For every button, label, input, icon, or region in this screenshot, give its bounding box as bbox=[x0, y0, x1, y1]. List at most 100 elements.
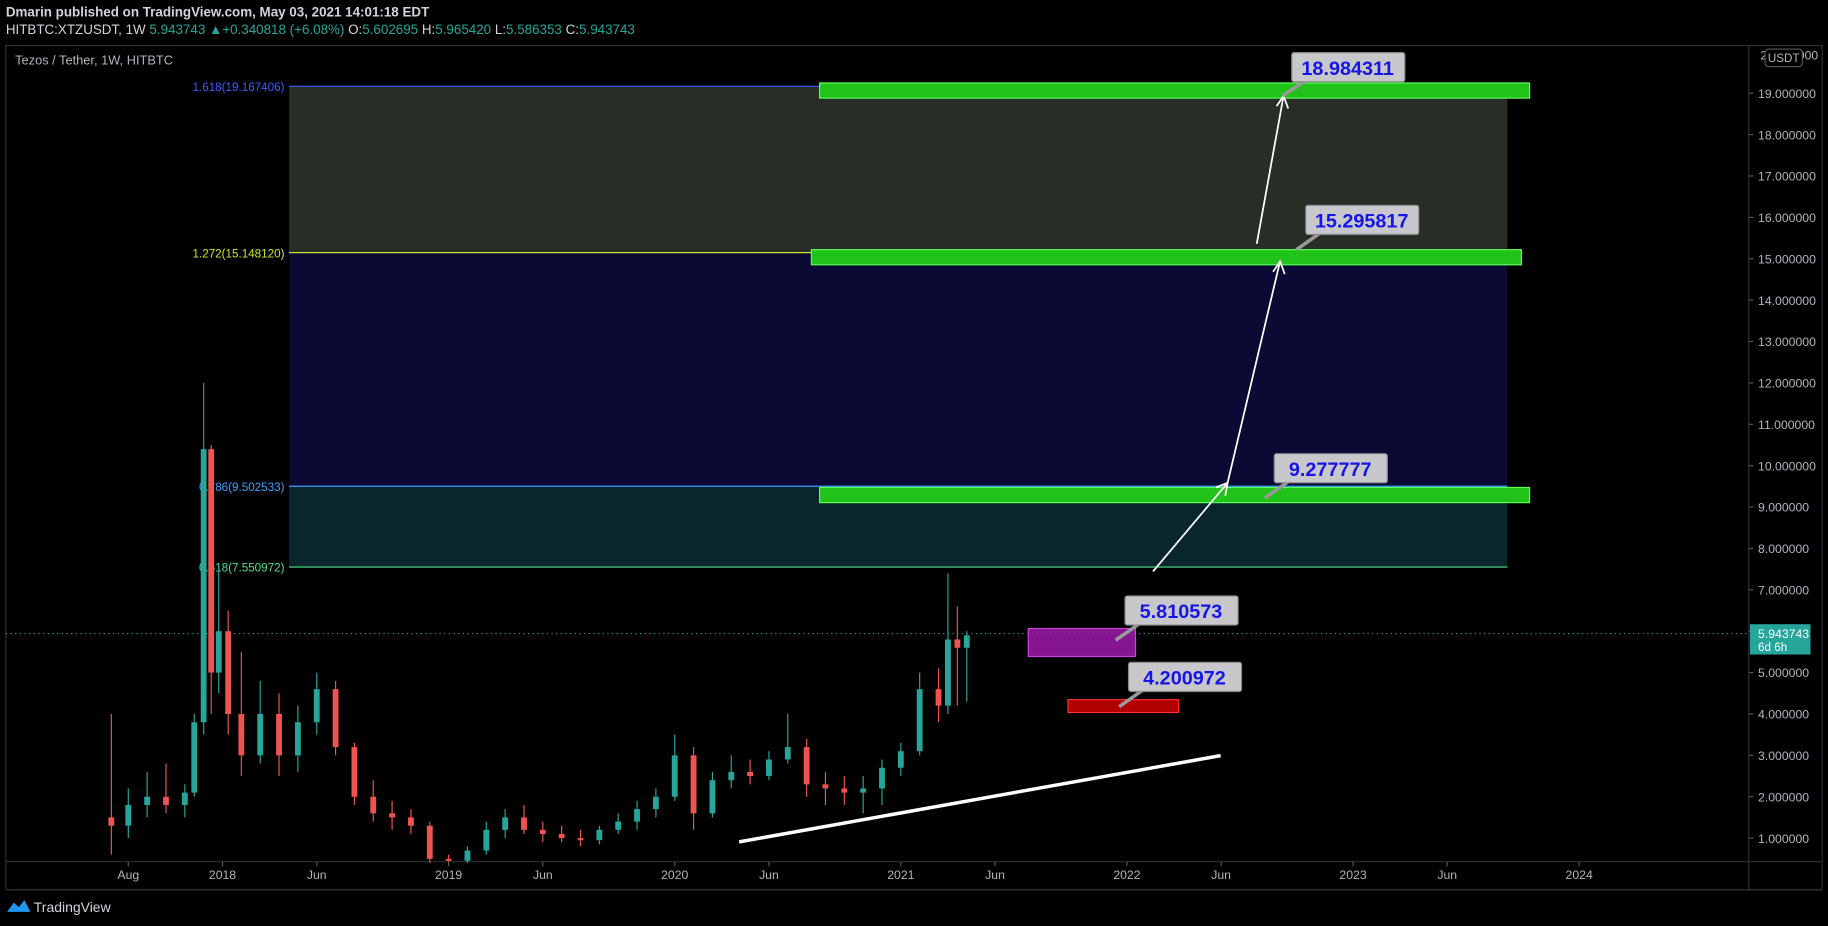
y-tick-label: 8.000000 bbox=[1758, 542, 1809, 556]
countdown: 6d 6h bbox=[1758, 641, 1787, 654]
author: Dmarin published on TradingView.com, May… bbox=[6, 4, 430, 19]
drawings bbox=[738, 82, 1531, 844]
y-tick-label: 15.000000 bbox=[1758, 252, 1816, 266]
y-tick-label: 9.000000 bbox=[1758, 501, 1809, 515]
currency-badge[interactable] bbox=[1764, 48, 1803, 68]
ohlc-key: O: bbox=[348, 22, 362, 37]
y-tick-label: 14.000000 bbox=[1758, 294, 1816, 308]
candle-body bbox=[225, 631, 232, 714]
candle-body bbox=[464, 850, 471, 861]
callout-box bbox=[1305, 204, 1420, 236]
candle-body bbox=[313, 689, 320, 723]
candle-body bbox=[215, 631, 222, 673]
fib-band bbox=[289, 252, 1508, 487]
candle-body bbox=[208, 449, 215, 673]
support-zone bbox=[1027, 627, 1137, 658]
candle-body bbox=[370, 796, 377, 814]
candle-body bbox=[181, 792, 188, 806]
x-tick-label: Jun bbox=[1211, 868, 1231, 882]
candle-body bbox=[766, 759, 772, 777]
currency: USDT bbox=[1768, 52, 1800, 65]
candle-body bbox=[690, 755, 697, 814]
arrow bbox=[1226, 261, 1281, 484]
brand: TradingView bbox=[34, 899, 112, 915]
ohlc-key: L: bbox=[495, 22, 506, 37]
arrowhead bbox=[1272, 259, 1286, 275]
candle-body bbox=[539, 829, 546, 834]
y-tick-label: 17.000000 bbox=[1758, 170, 1816, 184]
callout-pointer bbox=[1281, 79, 1307, 98]
trend-line bbox=[738, 753, 1221, 844]
candle-body bbox=[163, 796, 169, 806]
candle-body bbox=[728, 771, 735, 781]
candle-body bbox=[879, 767, 885, 789]
callout-label: 4.200972 bbox=[1143, 668, 1226, 690]
callouts: 18.984311 15.295817 9.277777 5.810573 4.2009… bbox=[1114, 52, 1420, 709]
candles bbox=[108, 382, 970, 866]
y-tick-label: 18.000000 bbox=[1758, 128, 1816, 142]
candle-body bbox=[426, 825, 433, 859]
x-tick-label: Jun bbox=[985, 868, 1005, 882]
x-tick-label: 2021 bbox=[887, 868, 914, 882]
ohlc-value: 5.943743 bbox=[579, 22, 635, 37]
x-tick-label: 2023 bbox=[1339, 868, 1366, 882]
y-tick-label: 12.000000 bbox=[1758, 377, 1816, 391]
y-tick-label: 10.000000 bbox=[1758, 459, 1816, 473]
target-zone bbox=[810, 249, 1522, 266]
x-tick-label: Jun bbox=[1437, 868, 1457, 882]
target-zone bbox=[818, 82, 1531, 99]
arrow: ▲ bbox=[209, 22, 222, 37]
candle-body bbox=[822, 784, 829, 789]
candle-body bbox=[935, 689, 942, 706]
y-tick-label: 1.000000 bbox=[1758, 832, 1809, 846]
x-tick-label: Jun bbox=[307, 868, 327, 882]
candle-body bbox=[945, 639, 951, 706]
current-price-tag bbox=[1749, 624, 1811, 655]
x-tick-label: Aug bbox=[117, 868, 139, 882]
x-tick-label: 2018 bbox=[209, 868, 236, 882]
current-price-label: 5.943743 bbox=[1758, 627, 1809, 641]
fib-label: 0.786(9.502533) bbox=[199, 481, 285, 494]
candle-body bbox=[615, 821, 622, 830]
last: 5.943743 bbox=[149, 22, 205, 37]
candle-body bbox=[332, 689, 339, 748]
candle-body bbox=[502, 817, 509, 830]
author-line: Dmarin published on TradingView.com, May… bbox=[6, 4, 430, 19]
x-tick-label: 2020 bbox=[661, 868, 688, 882]
candle-body bbox=[634, 809, 640, 822]
ohlc-key: H: bbox=[422, 22, 435, 37]
change: +0.340818 (+6.08%) bbox=[222, 22, 344, 37]
callout-label: 9.277777 bbox=[1289, 459, 1372, 481]
callout-box bbox=[1124, 595, 1239, 626]
ohlc-value: 5.586353 bbox=[506, 22, 562, 37]
y-tick-label: 2.000000 bbox=[1758, 790, 1809, 804]
candle-body bbox=[709, 780, 716, 814]
candle-body bbox=[389, 813, 396, 818]
candle-body bbox=[577, 838, 584, 841]
candle-body bbox=[294, 722, 301, 756]
callout-pointer bbox=[1263, 480, 1290, 500]
x-tick-label: 2022 bbox=[1113, 868, 1140, 882]
candle-body bbox=[558, 833, 565, 839]
fib-label: 0.618(7.550972) bbox=[199, 562, 285, 575]
callout-label: 18.984311 bbox=[1301, 58, 1393, 80]
fib-label: 1.618(19.167406) bbox=[193, 81, 285, 94]
candle-body bbox=[108, 817, 115, 826]
y-tick-label: 11.000000 bbox=[1758, 418, 1815, 432]
candle-body bbox=[521, 817, 527, 830]
candle-body bbox=[784, 747, 791, 760]
candle-body bbox=[483, 829, 490, 851]
candle-body bbox=[860, 788, 867, 793]
callout-label: 5.810573 bbox=[1140, 601, 1223, 623]
ohlc-key: C: bbox=[566, 22, 579, 37]
callout-label: 15.295817 bbox=[1315, 211, 1409, 233]
candle-body bbox=[408, 817, 414, 826]
axes: 1.000000 2.000000 3.000000 4.000000 5.000000… bbox=[117, 87, 1816, 882]
candle-body bbox=[125, 805, 132, 826]
y-tick-label: 7.000000 bbox=[1758, 583, 1809, 597]
candle-body bbox=[671, 755, 678, 797]
y-tick-label: 16.000000 bbox=[1758, 211, 1816, 225]
candle-body bbox=[897, 751, 904, 768]
